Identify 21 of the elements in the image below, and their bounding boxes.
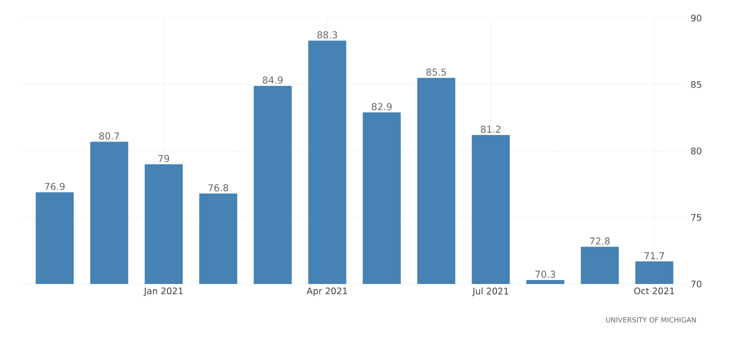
data-label: 79 [158,154,170,162]
x-tick-label: Apr 2021 [306,288,347,296]
y-tick-label: 80 [691,148,702,154]
data-label: 80.7 [99,132,119,140]
x-tick-label: Jul 2021 [472,288,508,296]
data-label: 76.8 [208,184,228,192]
data-label: 76.9 [44,182,65,190]
x-tick-label: Jan 2021 [144,288,183,296]
data-label: 88.3 [317,31,338,38]
data-label: 81.2 [480,126,500,133]
y-tick-label: 90 [691,14,702,22]
y-tick-label: 75 [691,214,702,221]
y-tick-label: 85 [691,81,702,88]
data-label: 70.3 [536,270,556,278]
y-tick-label: 70 [691,280,702,288]
data-label: 84.9 [262,76,283,84]
data-label: 85.5 [426,68,446,76]
data-label: 82.9 [372,103,392,110]
data-label: 71.7 [644,252,664,260]
x-tick-label: Oct 2021 [634,288,674,294]
data-label: 72.8 [590,237,610,245]
